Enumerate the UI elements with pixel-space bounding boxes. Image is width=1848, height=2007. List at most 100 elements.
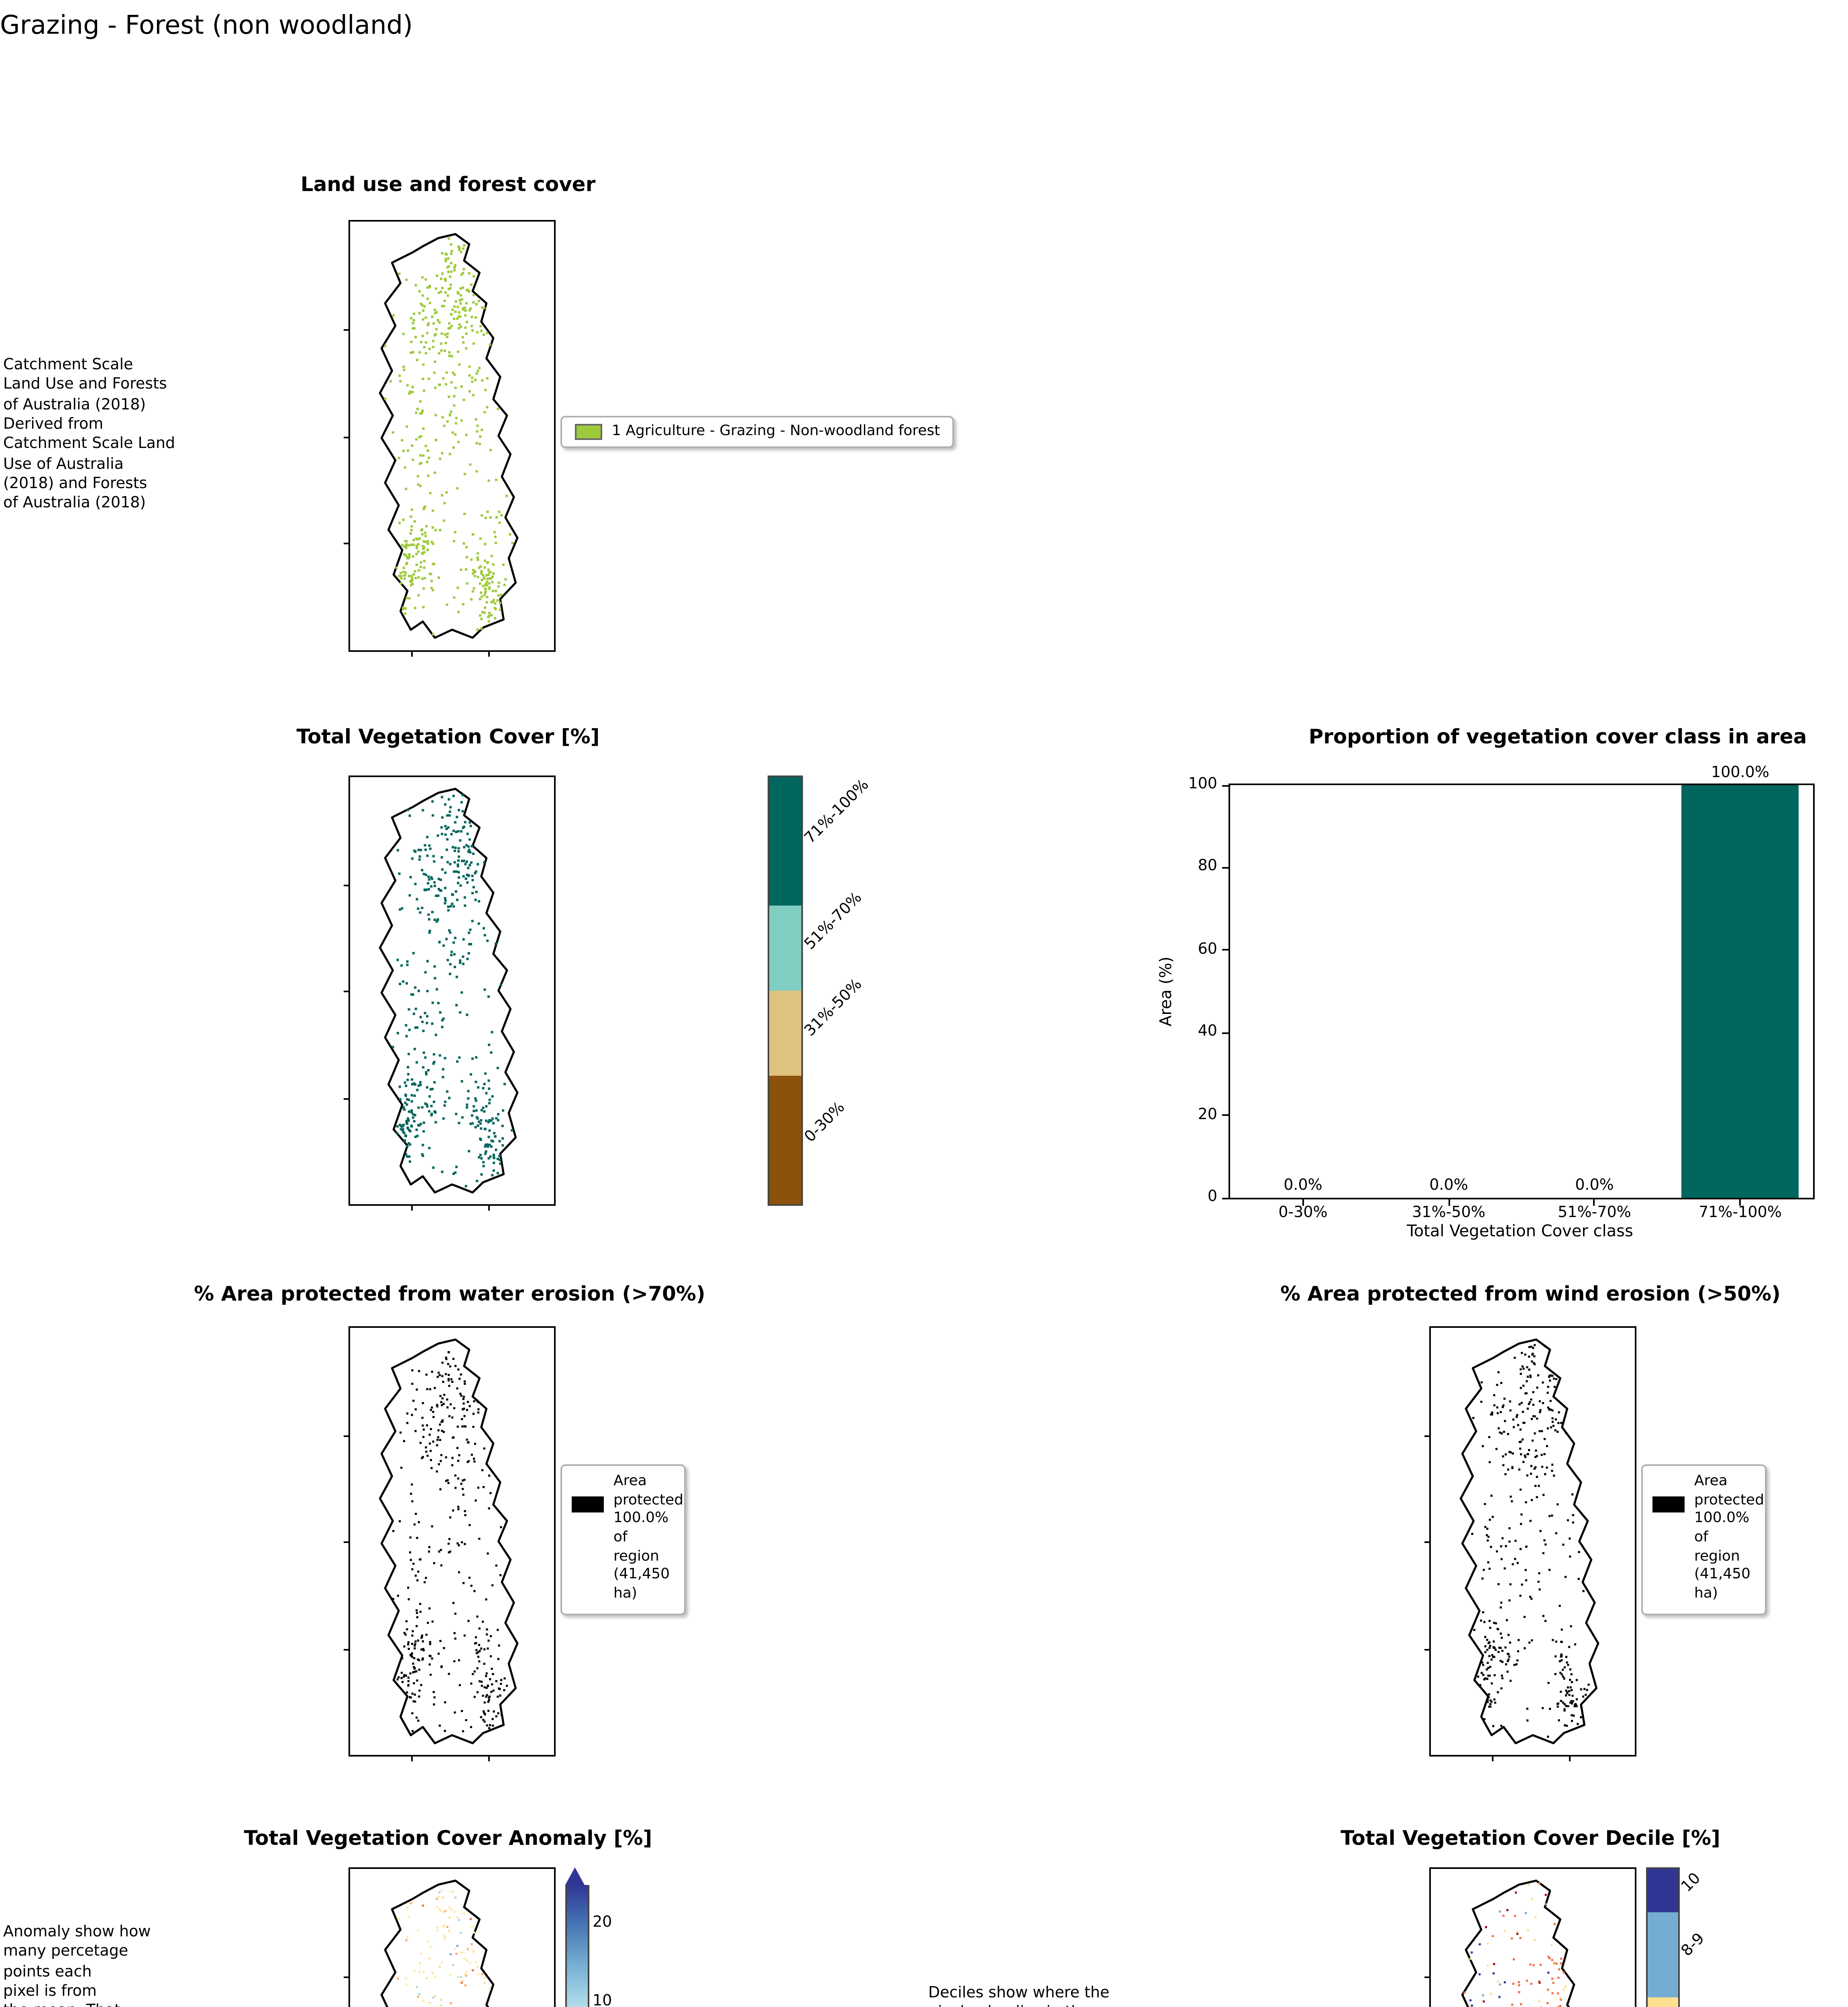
map-pixel — [1520, 1373, 1522, 1375]
map-pixel — [1549, 1409, 1552, 1411]
map-pixel — [1500, 1724, 1502, 1727]
map-pixel — [445, 938, 448, 940]
map-pixel — [1563, 1989, 1565, 1991]
map-pixel — [434, 1387, 436, 1389]
map-pixel — [444, 871, 447, 874]
map-pixel — [1507, 1433, 1509, 1435]
map-pixel — [466, 833, 469, 835]
map-pixel — [405, 597, 408, 600]
map-pixel — [422, 1971, 425, 1973]
map-pixel — [459, 287, 462, 290]
map-pixel — [476, 1399, 478, 1402]
map-pixel — [436, 1930, 439, 1932]
map-pixel — [1504, 1567, 1506, 1569]
map-pixel — [420, 1952, 422, 1955]
map-pixel — [487, 1552, 489, 1555]
map-pixel — [470, 558, 473, 561]
map-pixel — [470, 283, 473, 286]
map-pixel — [412, 1730, 414, 1732]
map-pixel — [422, 1648, 424, 1650]
map-pixel — [427, 882, 430, 885]
map-pixel — [454, 300, 457, 303]
map-pixel — [420, 435, 422, 438]
y-axis-tick — [1222, 1032, 1229, 1034]
map-pixel — [441, 1397, 444, 1400]
map-pixel — [1498, 1583, 1500, 1586]
map-pixel — [499, 983, 502, 986]
map-pixel — [486, 1143, 488, 1146]
map-pixel — [414, 1645, 416, 1647]
map-pixel — [434, 1995, 436, 1997]
map-pixel — [1569, 1702, 1571, 1704]
map-pixel — [463, 1912, 465, 1915]
map-pixel — [1550, 1426, 1552, 1429]
map-pixel — [427, 1069, 430, 1072]
map-pixel — [477, 552, 479, 555]
map-pixel — [447, 1378, 450, 1380]
map-pixel — [398, 522, 401, 524]
landuse-legend-label: 1 Agriculture - Grazing - Non-woodland f… — [612, 424, 940, 440]
map-pixel — [497, 1712, 499, 1714]
map-pixel — [453, 395, 456, 397]
map-pixel — [1525, 1545, 1527, 1548]
map-pixel — [410, 993, 413, 996]
map-pixel — [445, 371, 448, 374]
map-pixel — [1542, 1381, 1544, 1384]
map-pixel — [399, 1128, 402, 1131]
map-pixel — [489, 1155, 492, 1158]
map-pixel — [472, 1413, 475, 1415]
map-pixel — [478, 566, 481, 569]
map-pixel — [469, 1741, 471, 1743]
map-pixel — [452, 941, 455, 944]
map-pixel — [1482, 1664, 1484, 1666]
map-pixel — [407, 1643, 410, 1646]
map-pixel — [451, 902, 454, 905]
map-pixel — [410, 529, 413, 531]
map-pixel — [490, 1051, 493, 1054]
map-pixel — [468, 309, 471, 311]
map-pixel — [1538, 1882, 1540, 1884]
map-pixel — [404, 554, 407, 556]
map-pixel — [454, 264, 456, 267]
map-pixel — [459, 316, 462, 318]
map-pixel — [474, 1097, 477, 1100]
map-pixel — [1557, 1992, 1559, 1995]
map-pixel — [488, 614, 491, 617]
map-pixel — [1480, 1619, 1482, 1622]
map-pixel — [1534, 1456, 1537, 1458]
map-pixel — [481, 1685, 483, 1687]
map-pixel — [442, 305, 445, 307]
map-pixel — [1544, 1894, 1547, 1896]
colorbar-segment — [1648, 1997, 1678, 2007]
map-pixel — [1548, 1957, 1551, 1960]
map-pixel — [471, 879, 474, 881]
map-pixel — [415, 411, 418, 414]
map-pixel — [488, 586, 491, 589]
axis-tick — [411, 652, 413, 657]
map-pixel — [1513, 1664, 1516, 1666]
map-pixel — [441, 494, 443, 497]
map-pixel — [1542, 1402, 1544, 1404]
map-pixel — [434, 1034, 437, 1036]
map-pixel — [457, 1508, 460, 1510]
map-pixel — [450, 954, 453, 957]
map-pixel — [460, 1394, 463, 1397]
map-pixel — [419, 1083, 422, 1086]
map-pixel — [511, 542, 514, 544]
map-pixel — [453, 373, 456, 376]
map-pixel — [486, 561, 489, 564]
map-pixel — [442, 1117, 445, 1120]
map-pixel — [484, 590, 487, 593]
map-pixel — [1531, 1439, 1534, 1442]
map-pixel — [444, 291, 447, 294]
map-pixel — [469, 824, 472, 827]
map-pixel — [1485, 1534, 1488, 1537]
map-pixel — [475, 316, 477, 319]
map-pixel — [449, 1974, 452, 1976]
map-pixel — [411, 1078, 414, 1081]
map-pixel — [479, 565, 482, 568]
map-pixel — [444, 803, 446, 806]
map-pixel — [466, 1103, 469, 1106]
map-pixel — [392, 1598, 394, 1600]
map-pixel — [492, 1154, 495, 1156]
